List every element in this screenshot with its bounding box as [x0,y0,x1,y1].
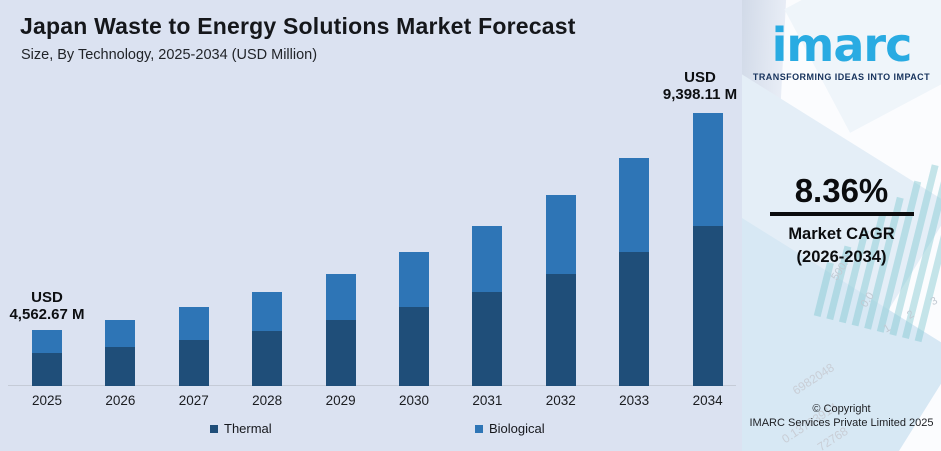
bar-2026 [105,320,136,386]
cagr-period: (2026-2034) [796,248,887,266]
bar-segment-biological [178,307,209,340]
data-label-2034-value: 9,398.11 M [662,86,738,103]
legend-label-thermal: Thermal [224,421,272,436]
x-tick-2033: 2033 [619,393,650,408]
bar-2030 [399,252,429,386]
data-label-2034-currency: USD [684,69,716,86]
imarc-logo-tagline: TRANSFORMING IDEAS INTO IMPACT [752,72,931,82]
legend-label-biological: Biological [489,421,545,436]
bar-segment-thermal [178,340,209,386]
bar-segment-biological [545,195,576,274]
bar-segment-biological [692,113,723,226]
x-tick-2027: 2027 [178,393,209,408]
page-title: Japan Waste to Energy Solutions Market F… [20,13,576,39]
data-label-2025-currency: USD [31,289,63,306]
biological-swatch-icon [475,424,483,433]
bar-segment-thermal [105,347,136,386]
cagr-label: Market CAGR [788,225,895,243]
bar-segment-biological [32,330,62,353]
bar-segment-thermal [545,274,576,386]
cagr-value: 8.36% [794,172,889,209]
legend: Thermal Biological [0,421,742,437]
bar-segment-thermal [692,226,723,386]
x-tick-2030: 2030 [398,393,430,408]
copyright-notice: © Copyright IMARC Services Private Limit… [742,402,941,430]
bar-segment-thermal [32,353,62,386]
copyright-line2: IMARC Services Private Limited 2025 [749,417,934,429]
bar-segment-thermal [252,331,283,386]
bar-segment-thermal [619,252,650,386]
thermal-swatch-icon [210,424,218,433]
imarc-logo: imarc TRANSFORMING IDEAS INTO IMPACT [742,0,941,82]
bar-segment-biological [325,274,356,320]
data-label-2025-value: 4,562.67 M [9,306,85,323]
copyright-line1: © Copyright [812,403,871,415]
x-tick-2032: 2032 [545,393,576,408]
legend-item-biological: Biological [475,421,545,436]
chart-area: Japan Waste to Energy Solutions Market F… [0,0,742,451]
bar-2033 [619,158,650,386]
x-tick-2034: 2034 [692,393,723,408]
bar-2034 [692,113,723,386]
data-label-2034: USD 9,398.11 M [652,69,748,103]
bar-segment-biological [399,252,429,307]
bar-segment-thermal [399,307,429,386]
bar-2029 [325,274,356,386]
x-tick-2031: 2031 [472,393,503,408]
data-label-2025: USD 4,562.67 M [0,289,95,323]
bar-segment-thermal [325,320,356,386]
bar-2031 [472,226,503,386]
cagr-divider [770,212,914,216]
bar-segment-thermal [472,292,503,386]
bar-segment-biological [619,158,650,252]
bar-2028 [252,292,283,386]
x-tick-2029: 2029 [325,393,356,408]
bar-2027 [178,307,209,386]
bar-2025 [32,330,62,386]
chart-subtitle: Size, By Technology, 2025-2034 (USD Mill… [21,47,318,63]
x-tick-2028: 2028 [252,393,283,408]
x-tick-2026: 2026 [105,393,136,408]
x-axis-line [8,385,736,386]
bar-2032 [545,195,576,386]
x-tick-2025: 2025 [31,393,63,408]
bar-segment-biological [472,226,503,292]
side-panel: 500.0 0.0 1 2 3 4 6982048 0.13783914 727… [742,0,941,451]
legend-item-thermal: Thermal [210,421,272,436]
bar-segment-biological [105,320,136,347]
bar-segment-biological [252,292,283,331]
imarc-logo-word: imarc [771,18,913,72]
